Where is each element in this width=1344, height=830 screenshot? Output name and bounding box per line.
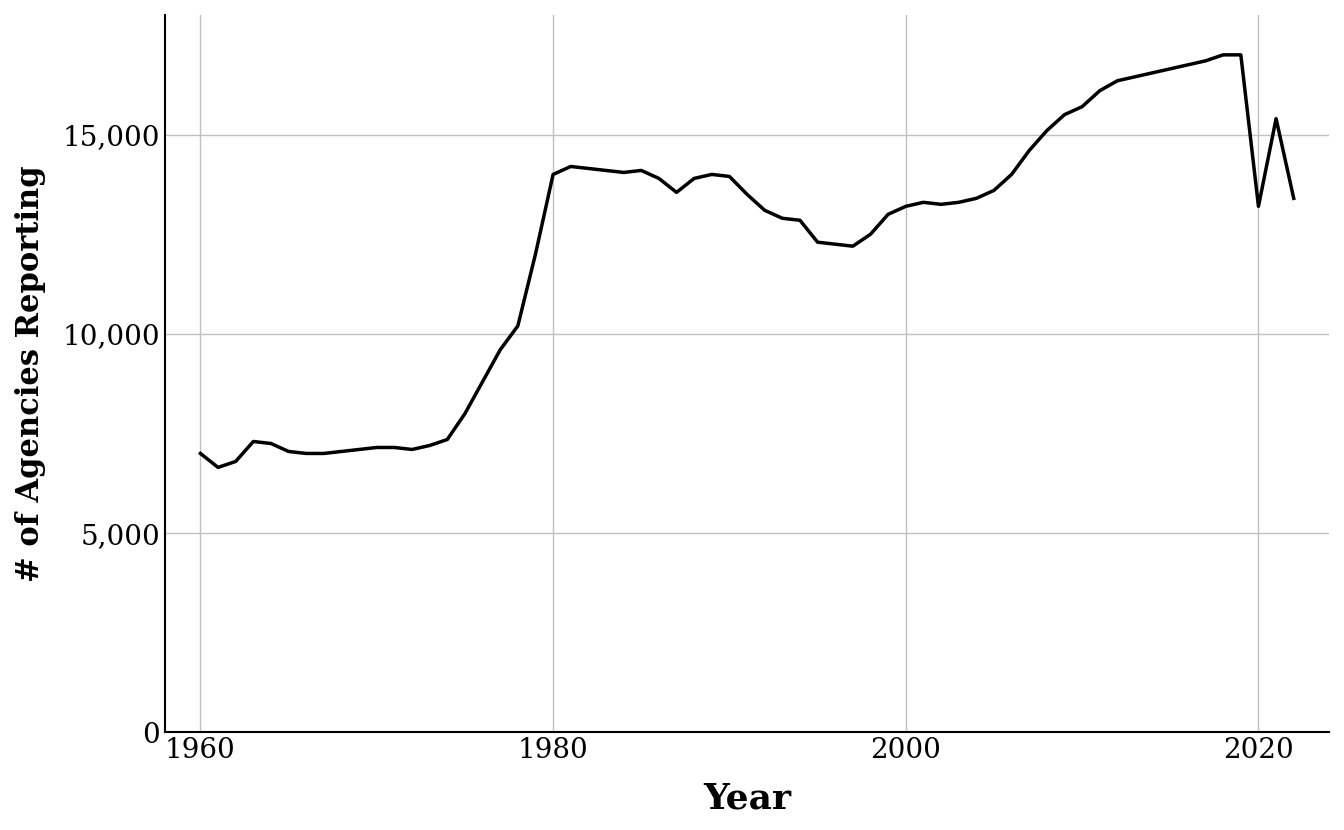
X-axis label: Year: Year	[703, 781, 792, 815]
Y-axis label: # of Agencies Reporting: # of Agencies Reporting	[15, 165, 46, 582]
